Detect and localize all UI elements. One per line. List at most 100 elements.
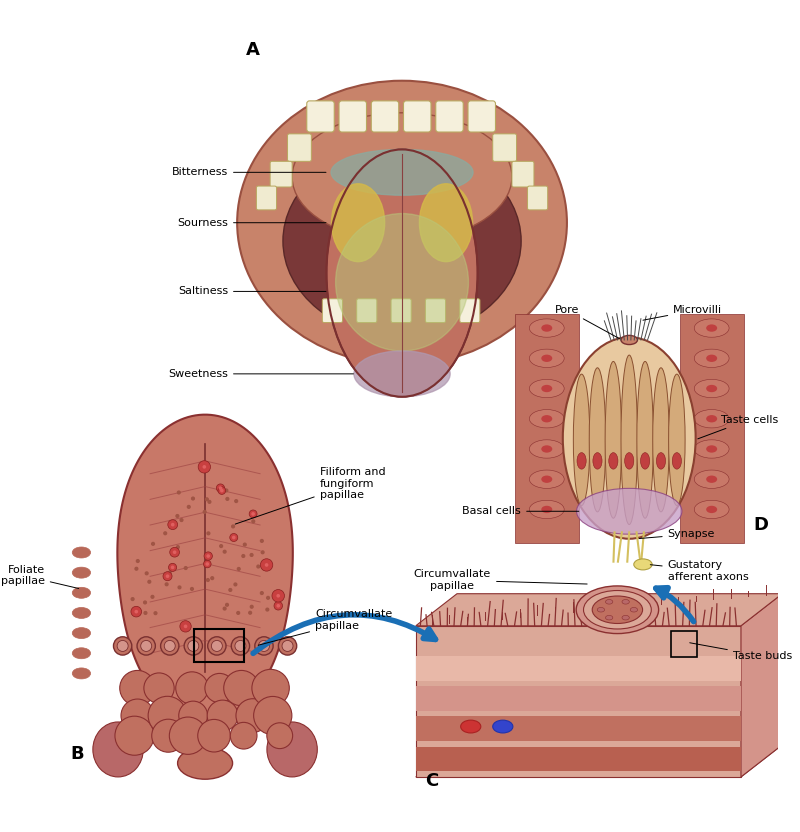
Circle shape — [224, 671, 259, 706]
Circle shape — [249, 612, 251, 614]
FancyBboxPatch shape — [357, 299, 377, 323]
Circle shape — [176, 671, 208, 705]
FancyBboxPatch shape — [460, 299, 480, 323]
Circle shape — [276, 594, 280, 597]
Ellipse shape — [542, 506, 552, 513]
Circle shape — [137, 560, 139, 562]
Text: Pore: Pore — [554, 305, 619, 339]
Bar — [671, 631, 697, 657]
FancyBboxPatch shape — [527, 186, 548, 210]
Circle shape — [173, 551, 177, 554]
Circle shape — [168, 572, 171, 574]
Circle shape — [211, 577, 214, 580]
Ellipse shape — [621, 355, 638, 524]
FancyBboxPatch shape — [306, 101, 334, 132]
Ellipse shape — [576, 586, 658, 633]
Text: Foliate
papillae: Foliate papillae — [1, 565, 78, 588]
Ellipse shape — [72, 587, 90, 598]
Circle shape — [206, 578, 210, 582]
Circle shape — [249, 510, 257, 518]
Ellipse shape — [72, 607, 90, 618]
Text: Microvilli: Microvilli — [643, 305, 722, 320]
Circle shape — [237, 612, 239, 614]
Circle shape — [187, 506, 190, 508]
Circle shape — [223, 550, 226, 553]
Circle shape — [232, 536, 236, 539]
Polygon shape — [118, 414, 293, 719]
Circle shape — [144, 612, 147, 614]
Ellipse shape — [292, 113, 512, 241]
Circle shape — [266, 597, 270, 599]
Circle shape — [231, 636, 250, 655]
Ellipse shape — [542, 385, 552, 392]
Ellipse shape — [237, 81, 567, 364]
Circle shape — [262, 567, 265, 570]
FancyBboxPatch shape — [322, 299, 342, 323]
Circle shape — [250, 606, 253, 608]
Ellipse shape — [542, 415, 552, 423]
Ellipse shape — [326, 150, 478, 397]
Text: Synapse: Synapse — [639, 529, 715, 539]
Ellipse shape — [621, 335, 638, 344]
Text: B: B — [70, 745, 84, 763]
Circle shape — [154, 612, 157, 615]
Ellipse shape — [598, 607, 605, 612]
Circle shape — [207, 532, 210, 535]
Text: Circumvallate
papillae: Circumvallate papillae — [258, 610, 392, 646]
Circle shape — [166, 574, 170, 578]
Circle shape — [190, 587, 194, 591]
FancyBboxPatch shape — [339, 101, 366, 132]
Circle shape — [152, 542, 154, 545]
Ellipse shape — [283, 145, 521, 337]
Text: Circumvallate
papillae: Circumvallate papillae — [414, 569, 587, 591]
Text: Filiform and
fungiform
papillae: Filiform and fungiform papillae — [235, 468, 386, 524]
Text: C: C — [425, 772, 438, 790]
Circle shape — [282, 641, 293, 651]
Ellipse shape — [694, 500, 729, 518]
Ellipse shape — [72, 627, 90, 639]
Circle shape — [252, 670, 290, 706]
Ellipse shape — [694, 470, 729, 488]
Ellipse shape — [625, 453, 634, 469]
Circle shape — [176, 515, 178, 518]
Ellipse shape — [694, 319, 729, 337]
Ellipse shape — [542, 476, 552, 483]
Ellipse shape — [461, 721, 481, 733]
Ellipse shape — [530, 319, 564, 337]
FancyBboxPatch shape — [468, 101, 495, 132]
Ellipse shape — [637, 361, 654, 518]
Ellipse shape — [609, 453, 618, 469]
Circle shape — [131, 607, 142, 617]
Text: Bitterness: Bitterness — [172, 167, 326, 177]
Circle shape — [114, 636, 132, 655]
Circle shape — [206, 498, 208, 501]
Circle shape — [144, 601, 146, 604]
Circle shape — [170, 566, 174, 569]
Ellipse shape — [267, 722, 318, 777]
Ellipse shape — [672, 453, 682, 469]
Circle shape — [220, 488, 224, 493]
Circle shape — [135, 567, 138, 570]
Polygon shape — [416, 716, 741, 741]
Circle shape — [205, 673, 234, 703]
FancyBboxPatch shape — [371, 101, 398, 132]
Text: Basal cells: Basal cells — [462, 506, 579, 517]
Ellipse shape — [630, 607, 638, 612]
Text: Sweetness: Sweetness — [168, 369, 354, 379]
Ellipse shape — [577, 453, 586, 469]
Ellipse shape — [542, 445, 552, 453]
FancyBboxPatch shape — [403, 101, 431, 132]
Ellipse shape — [653, 368, 670, 512]
Circle shape — [134, 610, 138, 613]
Ellipse shape — [574, 374, 590, 506]
Circle shape — [146, 572, 148, 575]
FancyBboxPatch shape — [256, 186, 277, 210]
Circle shape — [252, 520, 254, 522]
Circle shape — [230, 533, 238, 542]
Circle shape — [257, 565, 260, 568]
Circle shape — [178, 586, 181, 589]
Circle shape — [180, 621, 191, 632]
Ellipse shape — [93, 722, 143, 777]
Circle shape — [260, 559, 273, 571]
Ellipse shape — [706, 506, 717, 513]
